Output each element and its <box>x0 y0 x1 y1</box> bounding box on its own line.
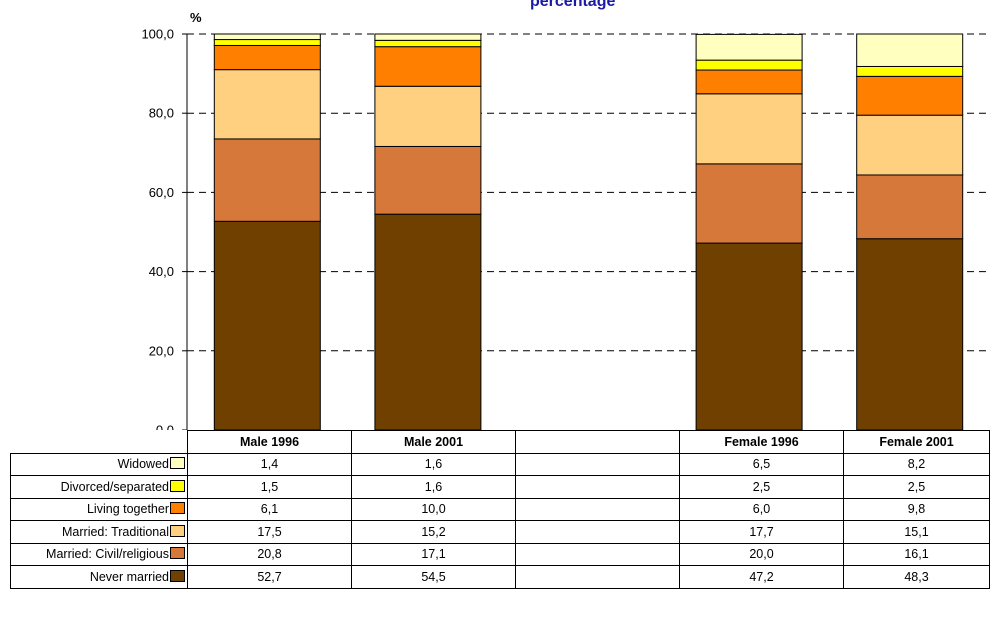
data-label: 6,0 <box>679 497 844 521</box>
data-label: 10,0 <box>351 497 516 521</box>
legend-swatch-icon <box>170 524 185 537</box>
legend-label: Widowed <box>117 457 169 472</box>
table-corner <box>11 431 188 454</box>
category-label <box>515 430 680 454</box>
legend-swatch-icon <box>170 457 185 470</box>
y-tick-label: 60,0 <box>149 185 174 200</box>
bar-segment <box>374 46 482 87</box>
bar-segment <box>374 145 482 215</box>
bar-segment <box>213 39 321 46</box>
legend-swatch-icon <box>170 547 185 560</box>
legend-entry: Widowed <box>10 452 188 476</box>
bar-segment <box>374 85 482 147</box>
bar-segment <box>213 33 321 41</box>
y-tick-label: 80,0 <box>149 106 174 121</box>
chart-title: percentage <box>530 0 615 10</box>
data-label: 47,2 <box>679 565 844 589</box>
data-table: Male 1996 Male 2001 Female 1996 Female 2001… <box>10 430 990 589</box>
data-label: 8,2 <box>843 452 990 476</box>
data-label: 1,6 <box>351 475 516 499</box>
data-label: 54,5 <box>351 565 516 589</box>
table-row: Married: Traditional 17,5 15,2 17,7 15,1 <box>10 520 990 544</box>
data-label: 2,5 <box>679 475 844 499</box>
data-label <box>515 542 680 566</box>
y-tick-label: 0,0 <box>156 423 174 431</box>
legend-label: Married: Civil/religious <box>46 547 169 562</box>
data-label <box>515 475 680 499</box>
bar-segment <box>856 33 964 67</box>
legend-label: Living together <box>86 502 169 517</box>
data-label: 6,1 <box>187 497 352 521</box>
bar-segment <box>213 44 321 71</box>
bar-segment <box>856 238 964 430</box>
bar-segment <box>695 69 803 95</box>
bar-segment <box>695 93 803 165</box>
gridlines <box>187 33 990 352</box>
legend-label: Married: Traditional <box>62 524 169 539</box>
bar-segment <box>695 242 803 430</box>
data-label: 16,1 <box>843 542 990 566</box>
bar-segment <box>213 220 321 430</box>
table-row: Divorced/separated 1,5 1,6 2,5 2,5 <box>10 475 990 499</box>
y-tick-label: 20,0 <box>149 343 174 358</box>
data-label: 6,5 <box>679 452 844 476</box>
data-label <box>515 452 680 476</box>
bar-segment <box>374 213 482 430</box>
bar-segment <box>374 39 482 48</box>
data-label: 2,5 <box>843 475 990 499</box>
data-label: 1,5 <box>187 475 352 499</box>
bar-segment <box>856 75 964 116</box>
table-row: Married: Civil/religious 20,8 17,1 20,0 16,1 <box>10 542 990 566</box>
bars <box>213 33 964 430</box>
category-label: Female 2001 <box>843 430 990 454</box>
category-label: Female 1996 <box>679 430 844 454</box>
legend-swatch-icon <box>170 479 185 492</box>
legend-entry: Married: Traditional <box>10 520 188 544</box>
legend-entry: Never married <box>10 565 188 589</box>
data-label: 17,1 <box>351 542 516 566</box>
data-label: 15,1 <box>843 520 990 544</box>
data-label <box>515 520 680 544</box>
data-label: 20,0 <box>679 542 844 566</box>
table-row: Living together 6,1 10,0 6,0 9,8 <box>10 497 990 521</box>
data-label <box>515 497 680 521</box>
bar-segment <box>856 174 964 240</box>
bar-segment <box>695 59 803 71</box>
legend-swatch-icon <box>170 502 185 515</box>
data-label: 48,3 <box>843 565 990 589</box>
legend-entry: Married: Civil/religious <box>10 542 188 566</box>
legend-entry: Divorced/separated <box>10 475 188 499</box>
legend-label: Never married <box>89 569 169 584</box>
bar-segment <box>856 65 964 77</box>
stacked-bar-chart: percentage % 0,0 20,0 40,0 60,0 80,0 100,0 <box>141 0 990 431</box>
y-axis-unit-label: % <box>190 10 202 25</box>
legend-swatch-icon <box>170 569 185 582</box>
bar-segment <box>374 33 482 41</box>
y-axis: 0,0 20,0 40,0 60,0 80,0 100,0 <box>141 27 188 431</box>
data-label: 17,5 <box>187 520 352 544</box>
table-row: Widowed 1,4 1,6 6,5 8,2 <box>10 452 990 476</box>
table-row: Never married 52,7 54,5 47,2 48,3 <box>10 565 990 589</box>
data-label: 1,6 <box>351 452 516 476</box>
table-header-row: Male 1996 Male 2001 Female 1996 Female 2001 <box>11 430 990 454</box>
data-label: 15,2 <box>351 520 516 544</box>
data-label: 9,8 <box>843 497 990 521</box>
data-label: 52,7 <box>187 565 352 589</box>
data-label: 1,4 <box>187 452 352 476</box>
data-label: 17,7 <box>679 520 844 544</box>
bar-segment <box>695 33 803 61</box>
bar-segment <box>856 114 964 176</box>
y-tick-label: 40,0 <box>149 264 174 279</box>
data-label <box>515 565 680 589</box>
legend-label: Divorced/separated <box>60 479 169 494</box>
bar-segment <box>695 163 803 244</box>
y-tick-label: 100,0 <box>141 27 174 42</box>
bar-segment <box>213 69 321 140</box>
data-label: 20,8 <box>187 542 352 566</box>
legend-entry: Living together <box>10 497 188 521</box>
category-label: Male 2001 <box>351 430 516 454</box>
bar-segment <box>213 138 321 222</box>
category-label: Male 1996 <box>187 430 352 454</box>
